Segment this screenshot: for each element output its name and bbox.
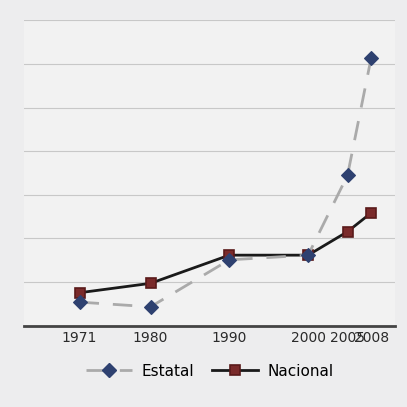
Legend: Estatal, Nacional: Estatal, Nacional <box>80 358 339 385</box>
